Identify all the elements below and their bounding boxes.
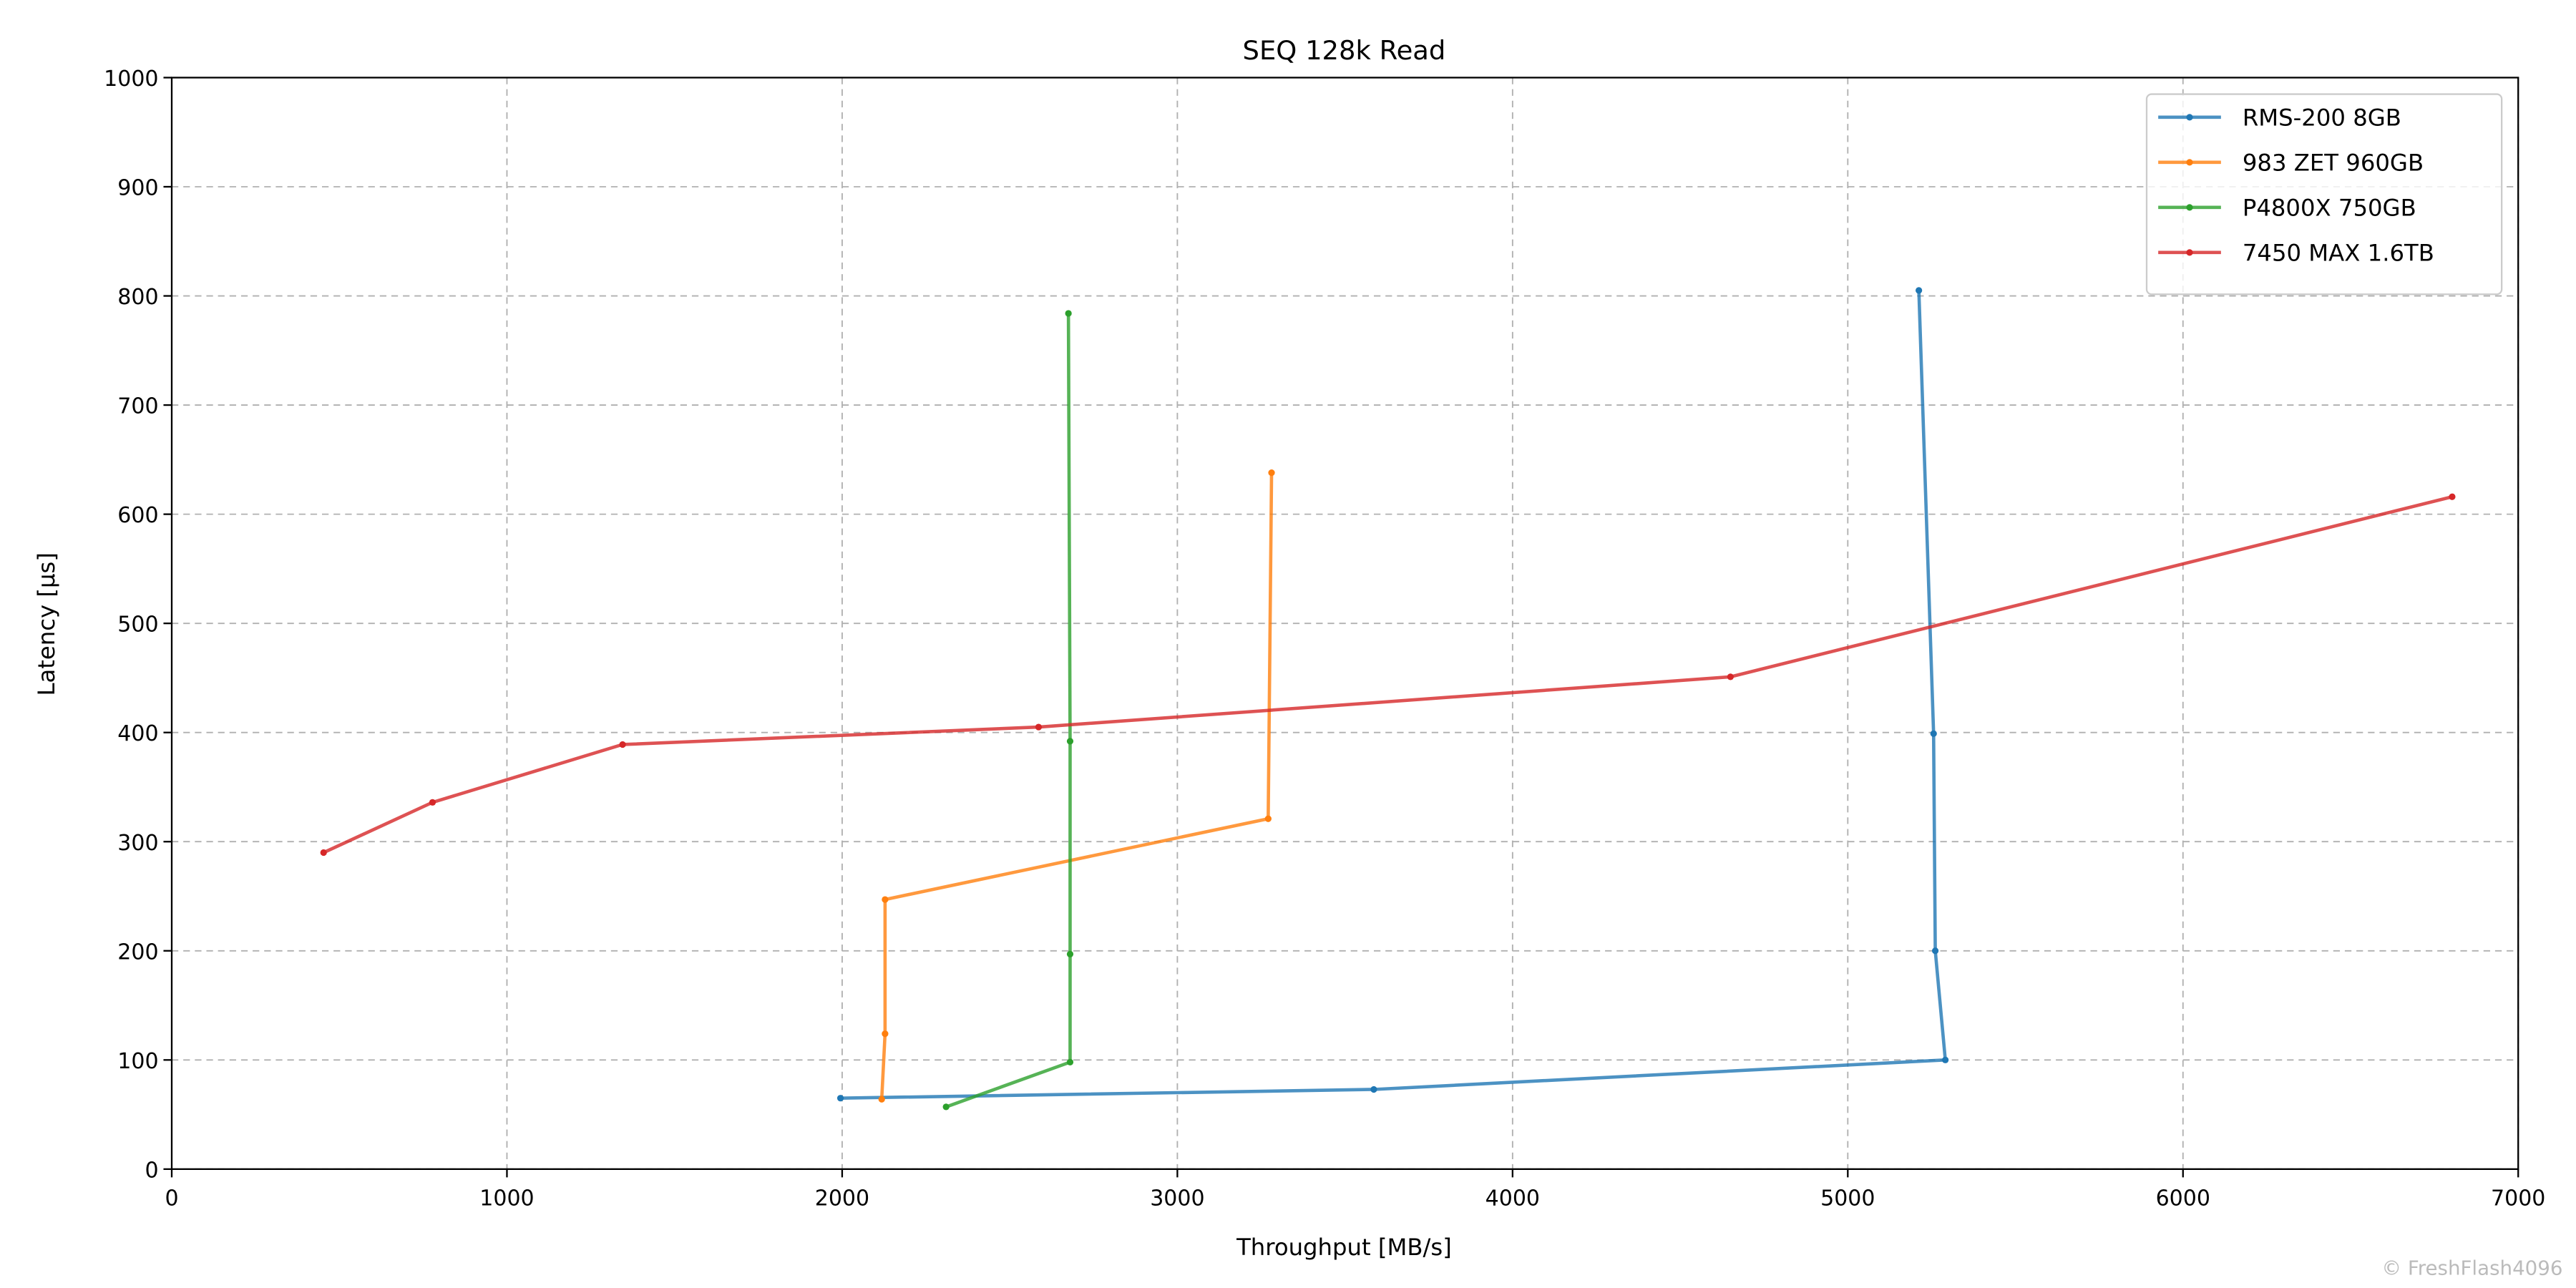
data-point (1066, 950, 1074, 957)
data-point (1942, 1056, 1949, 1063)
legend-marker (2186, 204, 2193, 211)
y-tick-label: 700 (117, 394, 158, 419)
legend-marker (2186, 249, 2193, 256)
data-point (429, 799, 436, 806)
x-tick-label: 3000 (1150, 1186, 1204, 1211)
y-tick-label: 1000 (104, 67, 158, 92)
axes-frame (170, 77, 2519, 1170)
x-tick-label: 0 (165, 1186, 178, 1211)
data-point (1931, 947, 1939, 955)
watermark: © FreshFlash4096 (2381, 1257, 2562, 1280)
legend-marker (2186, 114, 2193, 121)
data-point (878, 1096, 885, 1103)
y-tick-label: 800 (117, 285, 158, 310)
legend: RMS-200 8GB 983 ZET 960GB P4800X 750GB 7450… (2145, 93, 2503, 296)
data-point (1065, 310, 1072, 317)
series-line (840, 290, 1947, 1101)
data-point (1268, 469, 1275, 477)
data-point (1727, 673, 1734, 680)
data-point (1916, 287, 1923, 294)
legend-label: 7450 MAX 1.6TB (2243, 239, 2434, 266)
y-axis-label: Latency [µs] (33, 552, 60, 696)
x-tick-label: 5000 (1820, 1186, 1875, 1211)
data-point (1066, 738, 1074, 745)
x-tick-label: 2000 (815, 1186, 869, 1211)
legend-box (2145, 93, 2503, 296)
x-axis-label: Throughput [MB/s] (1236, 1234, 1452, 1261)
data-point (882, 1030, 889, 1038)
y-tick-label: 100 (117, 1049, 158, 1074)
legend-marker (2186, 159, 2193, 166)
data-point (836, 1095, 844, 1102)
x-tick-label: 4000 (1485, 1186, 1540, 1211)
x-tick-label: 6000 (2156, 1186, 2210, 1211)
y-tick-label: 400 (117, 721, 158, 746)
data-point (2449, 493, 2456, 500)
y-tick-label: 200 (117, 940, 158, 965)
y-tick-label: 900 (117, 176, 158, 201)
y-tick-label: 0 (145, 1158, 158, 1183)
plot-area (320, 287, 2456, 1111)
x-tick-label: 7000 (2491, 1186, 2545, 1211)
legend-label: 983 ZET 960GB (2243, 149, 2424, 176)
x-tick-label: 1000 (479, 1186, 534, 1211)
data-point (942, 1103, 950, 1111)
legend-label: RMS-200 8GB (2243, 104, 2401, 131)
y-tick-label: 500 (117, 613, 158, 638)
data-point (1066, 1058, 1074, 1065)
chart-title: SEQ 128k Read (1243, 35, 1446, 66)
data-point (320, 849, 327, 857)
grid: 0 1000 2000 3000 4000 5000 6000 7000 0 100 200 300 4… (104, 67, 2545, 1211)
data-point (619, 741, 626, 748)
data-point (1370, 1085, 1377, 1093)
data-point (882, 896, 889, 903)
y-tick-label: 300 (117, 831, 158, 856)
legend-label: P4800X 750GB (2243, 194, 2416, 221)
data-point (1930, 730, 1937, 737)
data-point (1264, 815, 1272, 822)
data-point (1035, 723, 1043, 731)
y-tick-label: 600 (117, 503, 158, 528)
series-line (323, 494, 2453, 854)
